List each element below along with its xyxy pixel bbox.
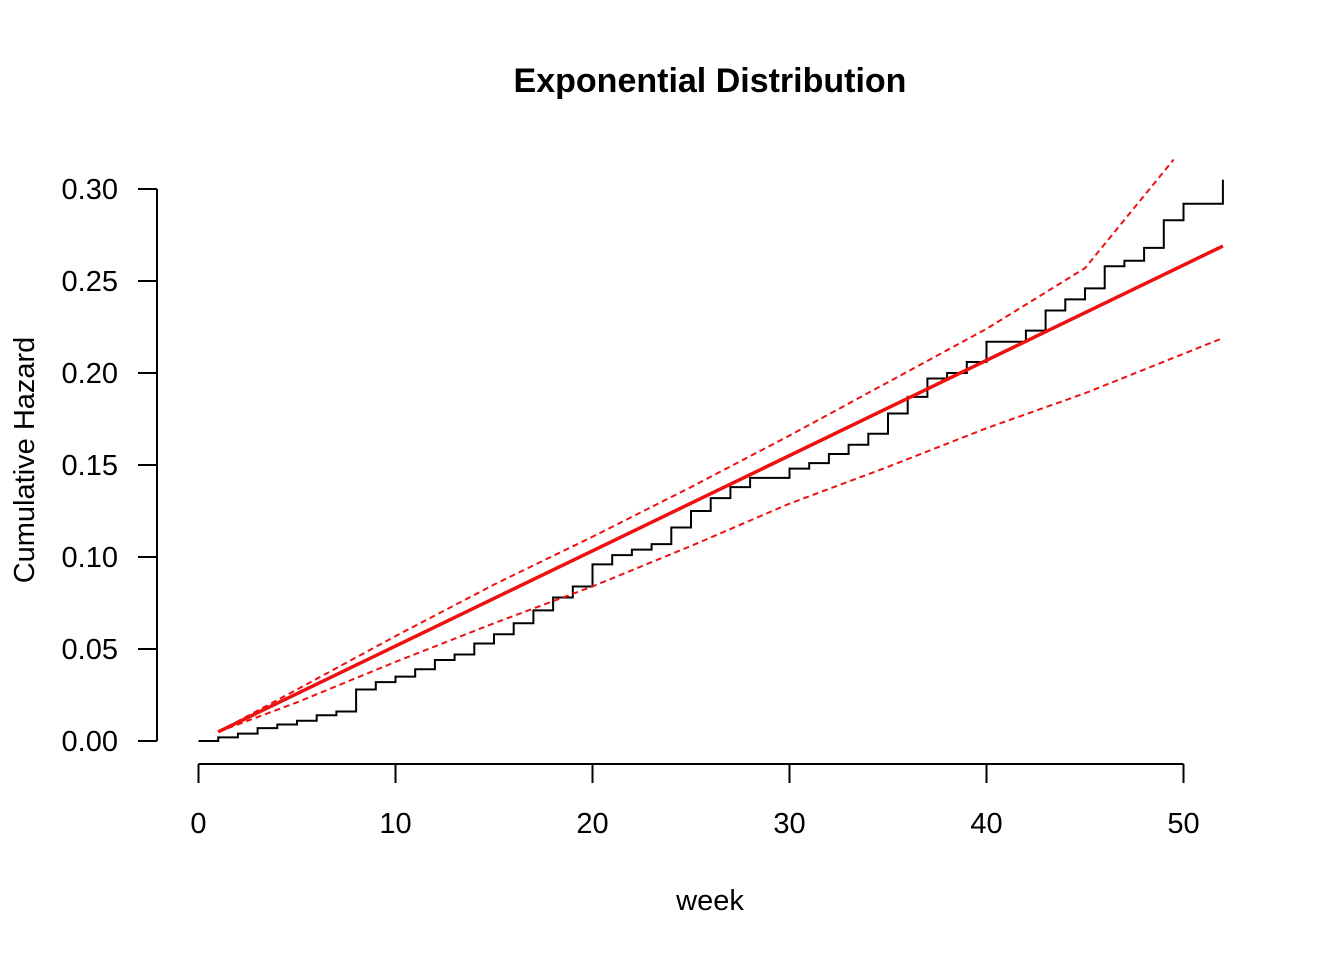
x-tick-label: 50 xyxy=(1167,808,1199,840)
x-tick-label: 40 xyxy=(970,808,1002,840)
x-tick-label: 0 xyxy=(190,808,206,840)
plot-area xyxy=(198,158,1224,742)
x-tick-label: 10 xyxy=(379,808,411,840)
y-tick-label: 0.05 xyxy=(62,634,118,666)
y-tick-label: 0.00 xyxy=(62,726,118,758)
x-tick-label: 20 xyxy=(576,808,608,840)
x-axis: 0 10 20 30 40 50 xyxy=(190,763,1200,840)
empirical-hazard-step-line xyxy=(198,179,1224,742)
y-axis-label: Cumulative Hazard xyxy=(9,337,41,584)
chart-title: Exponential Distribution xyxy=(514,62,907,100)
y-tick-label: 0.30 xyxy=(62,174,118,206)
y-tick-label: 0.10 xyxy=(62,542,118,574)
confidence-band-line xyxy=(217,158,1175,733)
y-tick-label: 0.20 xyxy=(62,358,118,390)
y-tick-label: 0.25 xyxy=(62,266,118,298)
y-axis: 0.00 0.05 0.10 0.15 0.20 0.25 0.30 xyxy=(62,174,158,758)
y-tick-label: 0.15 xyxy=(62,450,118,482)
x-axis-label: week xyxy=(675,885,744,917)
confidence-band-line xyxy=(217,337,1224,733)
fitted-hazard-line xyxy=(217,244,1224,734)
x-tick-label: 30 xyxy=(773,808,805,840)
